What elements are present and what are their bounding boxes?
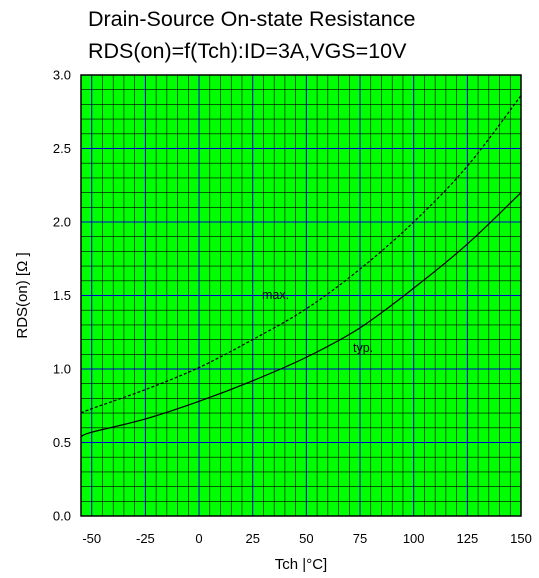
series-line-max [80, 95, 522, 414]
x-tick-label: -25 [136, 531, 155, 546]
x-tick-label: 50 [299, 531, 313, 546]
y-tick-label: 0.0 [53, 509, 71, 524]
series-line-typ [80, 192, 522, 438]
series-label-typ: typ. [353, 341, 373, 355]
series-label-max: max. [262, 288, 289, 302]
y-axis-label: RDS(on) [Ω ] [14, 252, 31, 338]
y-tick-label: 2.0 [53, 215, 71, 230]
y-tick-label: 3.0 [53, 68, 71, 83]
x-tick-labels: -50 -25 0 25 50 75 100 125 150 [82, 531, 532, 546]
x-tick-label: 150 [510, 531, 532, 546]
plot-frame [80, 74, 522, 517]
x-tick-label: 0 [195, 531, 202, 546]
y-tick-label: 1.5 [53, 288, 71, 303]
series-lines [80, 95, 522, 438]
y-tick-label: 0.5 [53, 435, 71, 450]
x-axis-label: Tch |°C] [275, 556, 327, 573]
chart-subtitle: RDS(on)=f(Tch):ID=3A,VGS=10V [88, 39, 407, 63]
x-tick-label: 75 [353, 531, 367, 546]
y-tick-label: 2.5 [53, 141, 71, 156]
x-tick-label: -50 [82, 531, 101, 546]
x-tick-label: 25 [245, 531, 259, 546]
y-tick-labels: 0.0 0.5 1.0 1.5 2.0 2.5 3.0 [53, 68, 71, 524]
x-tick-label: 125 [456, 531, 478, 546]
series-annotations: max. typ. [262, 288, 373, 355]
chart-title: Drain-Source On-state Resistance [88, 7, 416, 31]
x-tick-label: 100 [403, 531, 425, 546]
y-tick-label: 1.0 [53, 362, 71, 377]
